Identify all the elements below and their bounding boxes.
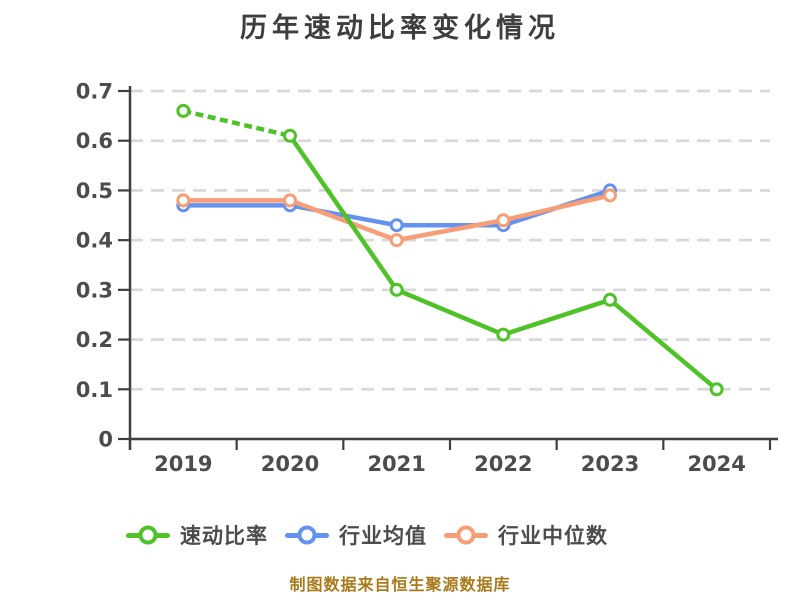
series-line-segment [287,133,399,293]
y-axis-tick-label: 0 [98,428,113,452]
legend-label: 速动比率 [180,524,268,548]
data-point-marker [176,103,191,118]
data-point-marker [389,233,404,248]
legend-item-quick-ratio: 速动比率 [126,520,268,550]
legend-marker-line [126,525,170,545]
x-axis-tick-label: 2021 [367,452,425,476]
series-line-segment [607,297,719,392]
series-line-segment [287,198,399,243]
data-point-marker [176,193,191,208]
series-line-segment [501,193,613,223]
x-axis-tick-label: 2023 [581,452,639,476]
x-axis-tick-label: 2024 [687,452,745,476]
legend-label: 行业中位数 [498,524,608,548]
legend-marker-dot [456,525,476,545]
y-axis-tick-label: 0.4 [76,229,113,253]
legend-item-industry-mean: 行业均值 [285,520,427,550]
data-point-marker [389,218,404,233]
legend: 速动比率 行业均值 行业中位数 [126,518,608,552]
data-point-marker [283,128,297,143]
y-axis-tick-label: 0.3 [76,278,113,302]
legend-marker-dot [297,525,317,545]
data-point-marker [496,213,511,228]
legend-marker-line [285,525,329,545]
data-point-marker [389,282,404,297]
y-axis-tick-label: 0.7 [76,80,113,104]
data-point-marker [603,188,617,203]
series-line-segment [501,297,613,337]
data-point-marker [709,382,724,397]
legend-marker-dot [138,525,158,545]
x-axis-tick-label: 2019 [154,452,212,476]
legend-label: 行业均值 [339,524,427,548]
y-axis-tick-label: 0.2 [76,328,113,352]
data-point-marker [496,327,511,342]
series-line-segment [394,287,506,337]
x-axis-tick-label: 2022 [474,452,532,476]
x-axis-tick-label: 2020 [261,452,319,476]
y-axis-tick-label: 0.6 [76,129,113,153]
data-point-marker [603,292,617,307]
y-axis-tick-label: 0.5 [76,179,113,203]
series-line-segment [182,108,291,138]
chart-title: 历年速动比率变化情况 [240,13,560,44]
legend-marker-line [444,525,488,545]
legend-item-industry-median: 行业中位数 [444,520,608,550]
data-point-marker [283,193,297,208]
series-line-segment [394,218,506,243]
data-source-note: 制图数据来自恒生聚源数据库 [289,575,511,594]
y-axis-tick-label: 0.1 [76,378,113,402]
